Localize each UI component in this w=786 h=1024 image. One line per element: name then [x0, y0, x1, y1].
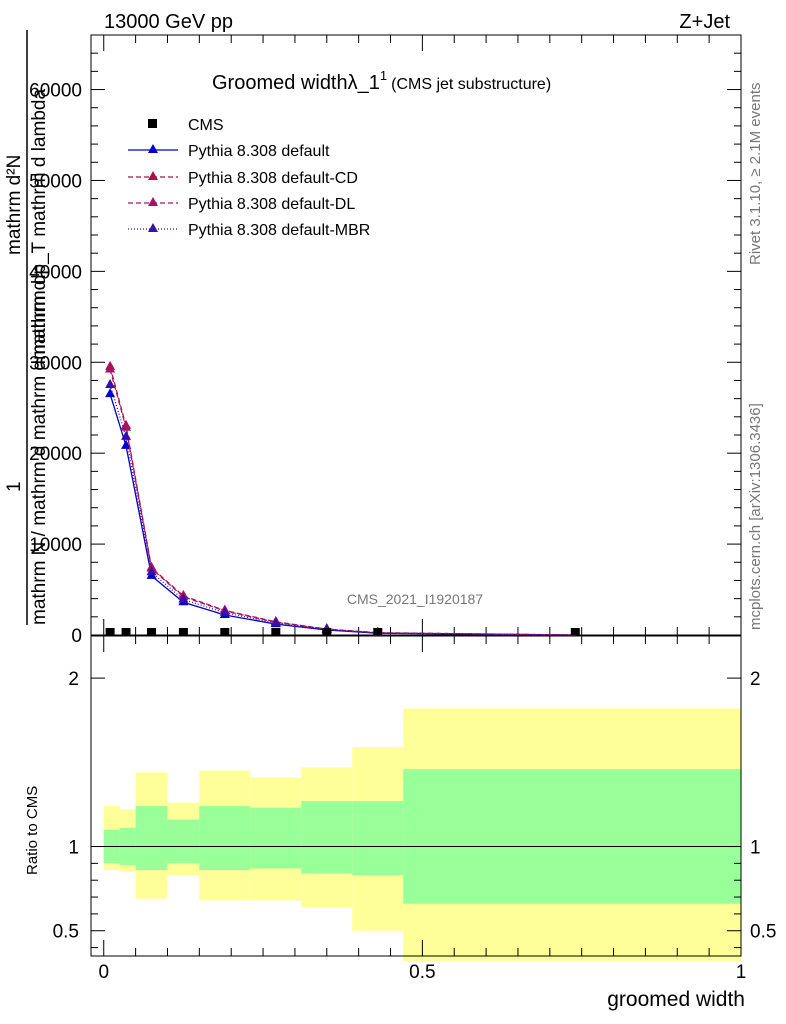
- x-tick-label: 0: [98, 962, 109, 983]
- y-tick-label: 10000: [29, 535, 82, 556]
- series-line-1: [109, 366, 576, 636]
- series-point-3: [105, 379, 116, 388]
- y-tick-label: 30000: [29, 353, 82, 374]
- legend-label-default: Pythia 8.308 default: [188, 143, 330, 160]
- process-label: Z+Jet: [679, 11, 730, 33]
- stat-uncertainty-band: [167, 819, 200, 864]
- y-tick-label: 40000: [29, 262, 82, 283]
- chart-title: Groomed widthλ_11(CMS jet substructure): [212, 68, 551, 94]
- ratio-y-tick-label: 2: [68, 669, 79, 690]
- series-line-2: [109, 369, 576, 636]
- legend-item-default-cd: Pythia 8.308 default-CD: [128, 170, 358, 187]
- stat-uncertainty-band: [403, 769, 741, 904]
- ratio-y-tick-label-right: 1: [750, 838, 761, 859]
- ratio-panel: 0 0.5 10.5 0.51 12 2: [53, 635, 776, 983]
- series-point-0: [121, 439, 132, 449]
- legend-label-cms: CMS: [188, 117, 224, 134]
- legend: CMS Pythia 8.308 default Pythia 8.308 de…: [128, 117, 370, 239]
- y-axis-label-prefix: 1: [4, 481, 25, 492]
- legend-marker-default: [148, 144, 158, 153]
- legend-label-default-mbr: Pythia 8.308 default-MBR: [188, 222, 370, 239]
- energy-label: 13000 GeV pp: [104, 11, 233, 33]
- series-point-3: [146, 566, 157, 576]
- legend-label-default-dl: Pythia 8.308 default-DL: [188, 196, 355, 213]
- series-line-3: [109, 384, 576, 636]
- legend-marker-default-mbr: [148, 223, 158, 232]
- y-axis-label-denominator-1: mathrm d p_T mathrm d lambda: [29, 89, 50, 360]
- series-point-3: [121, 430, 132, 440]
- stat-uncertainty-band: [352, 801, 404, 876]
- legend-marker-cms: [148, 119, 157, 128]
- stat-uncertainty-band: [250, 807, 302, 869]
- legend-item-default: Pythia 8.308 default: [128, 143, 330, 160]
- y-axis-label-denominator-2: mathrm N / mathrm d mathrm d mathrm d: [29, 274, 50, 625]
- y-tick-label: 60000: [29, 81, 82, 102]
- stat-uncertainty-band: [135, 806, 168, 871]
- legend-marker-default-dl: [148, 197, 158, 206]
- analysis-tag: CMS_2021_I1920187: [347, 591, 483, 607]
- cms-data-point: [570, 628, 580, 635]
- series-point-3: [219, 606, 230, 616]
- cms-data-point: [220, 628, 230, 635]
- series-point-0: [105, 388, 116, 398]
- main-panel: 0 10000 20000 30000 40000 50000 60000: [29, 34, 742, 647]
- x-tick-label: 0.5: [409, 962, 435, 983]
- main-frame: [90, 34, 742, 636]
- legend-item-cms: CMS: [148, 117, 224, 134]
- legend-item-default-mbr: Pythia 8.308 default-MBR: [128, 222, 370, 239]
- series-point-3: [270, 617, 281, 627]
- y-tick-label: 50000: [29, 171, 82, 192]
- ratio-y-tick-label-right: 2: [750, 669, 761, 690]
- stat-uncertainty-band: [301, 801, 353, 874]
- y-tick-label: 0: [71, 626, 82, 647]
- source-label: mcplots.cern.ch [arXiv:1306.3436]: [747, 403, 764, 630]
- cms-data-point: [178, 628, 188, 635]
- legend-item-default-dl: Pythia 8.308 default-DL: [128, 196, 355, 213]
- cms-data-point: [271, 628, 281, 635]
- y-axis-label-numerator: mathrm d²N: [4, 155, 25, 255]
- cms-data-point: [147, 628, 157, 635]
- ratio-frame: [90, 635, 742, 957]
- legend-marker-default-cd: [148, 171, 158, 180]
- stat-uncertainty-band: [199, 806, 251, 871]
- cms-data-point: [322, 628, 332, 635]
- cms-data-point: [373, 628, 383, 635]
- legend-label-default-cd: Pythia 8.308 default-CD: [188, 170, 358, 187]
- ratio-y-axis-label: Ratio to CMS: [24, 786, 41, 875]
- series-point-2: [105, 363, 116, 373]
- rivet-version-label: Rivet 3.1.10, ≥ 2.1M events: [747, 83, 764, 266]
- series-point-3: [178, 593, 189, 603]
- cms-data-point: [105, 628, 115, 635]
- x-axis-label: groomed width: [607, 988, 745, 1011]
- y-tick-label: 20000: [29, 444, 82, 465]
- x-tick-label: 1: [736, 962, 747, 983]
- ratio-y-tick-label: 0.5: [53, 922, 79, 943]
- cms-data-point: [121, 628, 131, 635]
- ratio-y-tick-label-right: 0.5: [750, 922, 776, 943]
- ratio-y-tick-label: 1: [68, 838, 79, 859]
